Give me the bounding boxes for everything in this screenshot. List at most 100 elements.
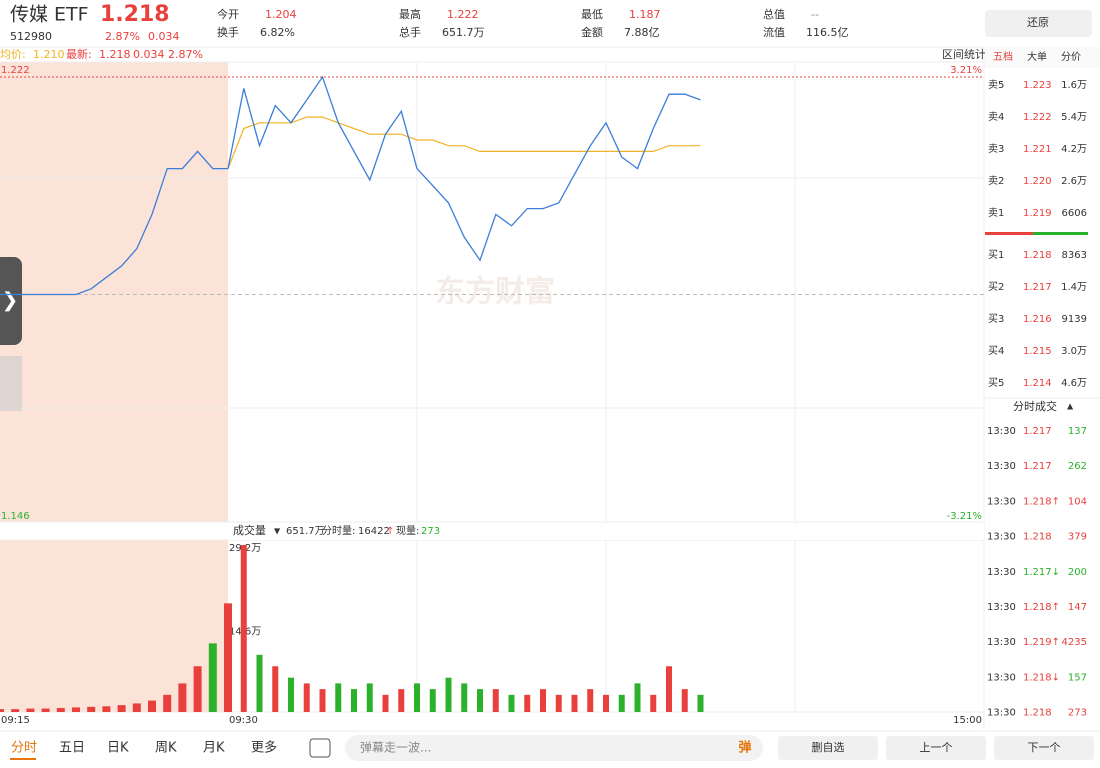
stat-label: 总手 bbox=[399, 25, 421, 39]
volume-bar bbox=[319, 689, 326, 712]
volume-bar bbox=[56, 707, 65, 712]
change-pct: 2.87% bbox=[105, 30, 140, 43]
volume-bar bbox=[571, 694, 578, 712]
volume-bar bbox=[193, 666, 202, 712]
book-label: 卖4 bbox=[988, 111, 1004, 123]
restore-label[interactable]: 还原 bbox=[1027, 16, 1049, 29]
trade-time: 13:30 bbox=[987, 602, 1016, 613]
nav-button[interactable] bbox=[994, 736, 1094, 760]
danmaku-toggle[interactable] bbox=[309, 738, 331, 758]
trade-volume: 104 bbox=[1068, 496, 1087, 507]
trade-price: 1.219↑ bbox=[1023, 637, 1060, 648]
volume-bar bbox=[335, 683, 342, 712]
period-tab[interactable]: 周K bbox=[155, 741, 177, 756]
y2-tick-label: 3.21% bbox=[950, 65, 982, 76]
volume-bar bbox=[272, 666, 279, 712]
volume-bar bbox=[240, 545, 247, 712]
book-volume: 9139 bbox=[1062, 314, 1087, 325]
book-price: 1.215 bbox=[1023, 346, 1052, 357]
volume-bar bbox=[555, 694, 562, 712]
y2-tick-label: -3.21% bbox=[947, 511, 982, 522]
watermark: 东方财富 bbox=[435, 275, 555, 310]
period-tab[interactable]: 月K bbox=[203, 741, 225, 756]
stat-label: 今开 bbox=[217, 7, 239, 21]
nav-button[interactable] bbox=[778, 736, 878, 760]
tab[interactable]: 分价 bbox=[1061, 51, 1081, 63]
danmaku-input[interactable] bbox=[345, 735, 763, 761]
avg-value: 1.210 bbox=[33, 48, 65, 61]
trade-volume: 157 bbox=[1068, 672, 1087, 683]
book-label: 卖1 bbox=[988, 207, 1004, 219]
volume-bar bbox=[178, 683, 187, 712]
book-volume: 2.6万 bbox=[1061, 176, 1087, 187]
trade-volume: 273 bbox=[1068, 708, 1087, 719]
book-price: 1.219 bbox=[1023, 208, 1052, 219]
avg-price-line bbox=[227, 116, 701, 169]
book-price: 1.223 bbox=[1023, 80, 1052, 91]
trade-price: 1.217↓ bbox=[1023, 567, 1060, 578]
volume-bar bbox=[351, 689, 357, 712]
book-volume: 4.2万 bbox=[1061, 144, 1087, 155]
minute-volume: 16422 bbox=[358, 526, 390, 537]
volume-bar bbox=[697, 694, 704, 712]
nav-button-label[interactable]: 删自选 bbox=[812, 741, 845, 754]
minute-label: 分时量: bbox=[322, 525, 355, 537]
stat-value: 1.222 bbox=[447, 8, 479, 21]
book-volume: 1.4万 bbox=[1061, 282, 1087, 293]
x-tick-label: 09:30 bbox=[229, 715, 258, 726]
up-arrow: ↑ bbox=[386, 526, 394, 537]
period-tab[interactable]: 更多 bbox=[251, 740, 277, 756]
stat-label: 换手 bbox=[217, 25, 239, 39]
stat-value: -- bbox=[811, 8, 819, 21]
period-tab[interactable]: 分时 bbox=[11, 741, 37, 756]
volume-bar bbox=[650, 694, 657, 712]
name: 传媒 ETF bbox=[10, 4, 89, 26]
price-line bbox=[227, 75, 701, 262]
trade-volume: 4235 bbox=[1062, 637, 1087, 648]
volume-bar bbox=[508, 694, 515, 712]
volume-bar bbox=[540, 689, 546, 712]
side-handle-icon[interactable]: ❯ bbox=[2, 288, 19, 312]
tab[interactable]: 五档 bbox=[993, 50, 1013, 63]
last-change-pct: 2.87% bbox=[168, 48, 203, 61]
volume-bar bbox=[382, 694, 389, 712]
restore-button[interactable] bbox=[985, 10, 1092, 37]
trades-title[interactable]: 分时成交 bbox=[1013, 399, 1057, 413]
volume-bar bbox=[414, 683, 420, 712]
trade-price: 1.218↑ bbox=[1023, 602, 1060, 613]
grid bbox=[0, 46, 1100, 730]
volume-bar bbox=[163, 694, 172, 712]
volume-bar bbox=[445, 677, 452, 712]
tab[interactable]: 大单 bbox=[1027, 50, 1047, 63]
volume-label[interactable]: 成交量 bbox=[233, 523, 266, 537]
book-price: 1.217 bbox=[1023, 282, 1052, 293]
trade-time: 13:30 bbox=[987, 708, 1016, 719]
nav-button-label[interactable]: 下一个 bbox=[1028, 741, 1061, 754]
avg-label: 均价: bbox=[0, 48, 26, 61]
trade-price: 1.218 bbox=[1023, 708, 1052, 719]
danmaku-placeholder[interactable]: 弹幕走一波... bbox=[360, 741, 431, 755]
period-tab[interactable]: 日K bbox=[107, 741, 129, 756]
trade-volume: 379 bbox=[1068, 532, 1087, 543]
nav-button[interactable] bbox=[886, 736, 986, 760]
nav-button-label[interactable]: 上一个 bbox=[920, 741, 953, 754]
side-handle[interactable] bbox=[0, 257, 22, 345]
trade-time: 13:30 bbox=[987, 496, 1016, 507]
volume-bar bbox=[26, 708, 35, 712]
range-stats[interactable]: 区间统计 bbox=[942, 48, 986, 61]
volume-header-bg bbox=[228, 523, 984, 540]
ratio-bar-bid bbox=[1033, 232, 1088, 235]
book-volume: 3.0万 bbox=[1061, 346, 1087, 357]
side-tab[interactable] bbox=[0, 356, 22, 411]
book-volume: 6606 bbox=[1062, 208, 1087, 219]
period-tab[interactable]: 五日 bbox=[59, 741, 85, 756]
volume-bar bbox=[148, 700, 156, 712]
danmaku-send[interactable]: 弹 bbox=[738, 740, 751, 756]
volume-bar bbox=[666, 666, 672, 712]
volume-bar bbox=[87, 706, 96, 712]
volume-bar bbox=[492, 689, 499, 712]
book-price: 1.222 bbox=[1023, 112, 1052, 123]
ratio-bar-ask bbox=[985, 232, 1033, 235]
stat-value: 7.88亿 bbox=[624, 26, 660, 39]
